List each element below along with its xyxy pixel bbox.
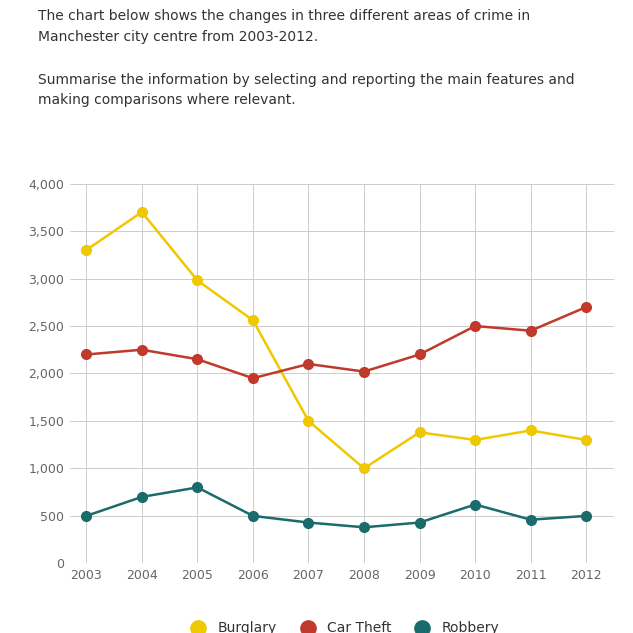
Text: The chart below shows the changes in three different areas of crime in
Mancheste: The chart below shows the changes in thr… [38,9,530,44]
Text: Summarise the information by selecting and reporting the main features and
makin: Summarise the information by selecting a… [38,73,575,108]
Legend: Burglary, Car Theft, Robbery: Burglary, Car Theft, Robbery [179,616,505,633]
